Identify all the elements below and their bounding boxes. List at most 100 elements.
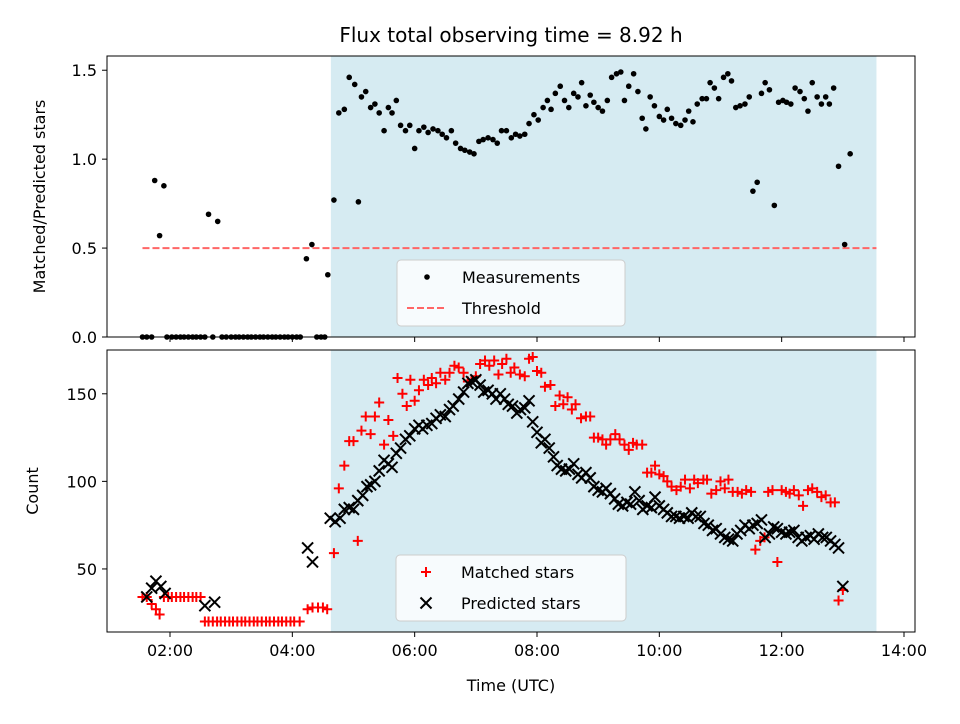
legend-box [396,259,626,327]
matched-star-point [820,490,831,501]
measurement-point [608,74,615,81]
measurement-point [557,83,564,90]
measurement-point [604,97,611,104]
measurement-point [151,177,158,184]
matched-star-point [489,355,500,366]
measurement-point [346,74,353,81]
measurement-point [775,99,782,106]
matched-star-point [772,556,783,567]
matched-star-point [833,595,844,606]
predicted-star-point [439,410,452,423]
matched-star-point [675,481,686,492]
measurement-point [498,127,505,134]
measurement-point [161,183,167,189]
predicted-star-point [457,385,470,399]
measurement-point [156,232,163,239]
predicted-star-point [452,392,465,406]
matched-star-point [566,404,577,415]
matched-star-point [365,429,376,440]
matched-star-point [637,439,648,450]
predicted-star-point [473,378,487,392]
measurement-point [737,102,743,109]
x-tick-label: 06:00 [392,641,438,660]
matched-star-point [418,374,429,385]
measurement-point [690,119,696,125]
measurement-point [205,211,212,218]
measurement-point [668,115,675,122]
y-tick-label: 100 [66,472,97,491]
measurement-point [771,202,778,209]
matched-star-point [585,411,596,422]
measurement-point [595,104,601,111]
legend-marker-dot [424,274,430,280]
measurement-point [471,151,477,157]
x-tick-label: 10:00 [636,641,682,660]
x-tick-label: 14:00 [881,641,927,660]
matched-star-point [646,467,657,478]
measurement-point [801,95,808,102]
measurement-point [397,122,404,129]
matched-star-point [383,415,394,426]
x-tick-label: 02:00 [147,641,193,660]
measurement-point [351,81,358,88]
measurement-point [448,127,455,134]
matched-star-point [550,401,561,412]
legend: Measurements Threshold [396,259,626,327]
predicted-star-point [301,541,314,555]
matched-star-point [793,490,804,501]
matched-star-point [302,604,313,615]
measurement-point [508,135,515,141]
matched-star-point [746,486,757,497]
measurement-point [540,104,546,111]
matched-star-point [788,485,799,496]
predicted-star-point [816,531,829,544]
measurement-point [452,140,459,146]
measurement-point [521,131,528,138]
measurement-point [685,108,692,114]
measurement-point [814,94,820,100]
predicted-star-point [368,475,382,488]
predicted-star-point [518,401,531,415]
matched-star-point [453,362,464,373]
measurement-point [485,135,491,141]
legend-marker-x [419,596,433,610]
measurement-point [393,97,400,104]
predicted-star-point [522,394,536,408]
predicted-star-point [446,399,460,413]
measurement-point [362,88,369,95]
matched-star-point [150,604,161,615]
matched-star-point [623,444,634,455]
predicted-star-point [154,580,168,593]
measurement-point [699,95,705,102]
legend-box [395,554,627,622]
matched-star-point [369,411,380,422]
measurement-point [325,271,331,278]
matched-star-point [711,485,722,496]
matched-star-point [692,478,703,489]
matched-star-point [348,436,359,447]
predicted-star-point [620,496,634,509]
predicted-star-point [543,441,556,455]
matched-star-point [536,367,547,378]
matched-star-point [554,390,565,401]
matched-star-point [360,411,371,422]
matched-star-point [539,381,550,392]
matched-star-point [392,373,403,384]
y-tick-label: 150 [66,385,97,404]
measurement-point [613,70,620,77]
matched-star-point [333,483,344,494]
predicted-star-point [198,599,212,612]
matched-star-point [413,385,424,396]
predicted-star-point [547,450,560,464]
predicted-star-point [526,415,539,429]
matched-star-point [723,474,734,485]
measurement-point [762,79,768,86]
y-tick-label: 50 [77,560,97,579]
x-axis-label: Time (UTC) [466,676,555,695]
predicted-star-point [306,555,319,569]
matched-star-point [614,434,625,445]
predicted-star-point [538,433,552,446]
predicted-star-point [624,497,637,511]
measurement-point [835,163,842,170]
measurement-point [480,136,486,143]
